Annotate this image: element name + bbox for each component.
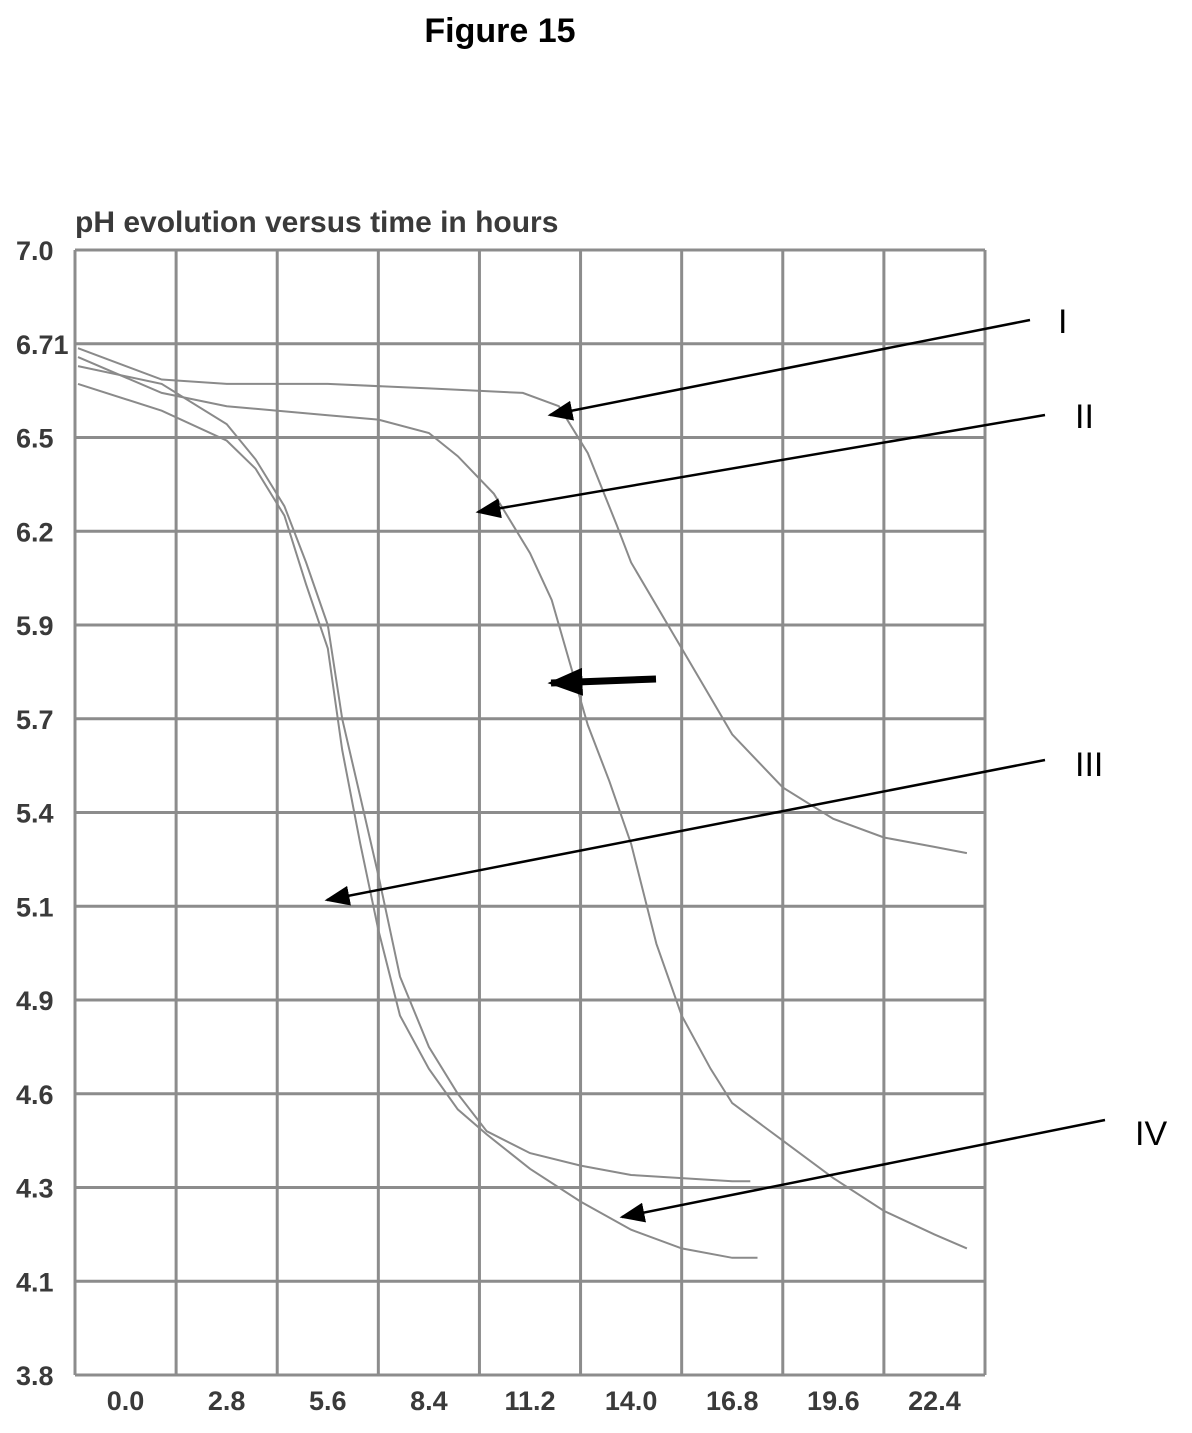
y-axis-ticks: 7.0 6.71 6.5 6.2 5.9 5.7 5.4 5.1 4.9 4.6 4.3 4.1 3.8 [16,236,69,1391]
x-tick-label: 5.6 [309,1386,347,1416]
bold-arrow [547,667,657,696]
x-axis-ticks: 0.0 2.8 5.6 8.4 11.2 14.0 16.8 19.6 22.4 [107,1386,961,1416]
y-tick-label: 6.5 [16,424,54,454]
series-line-3 [77,365,751,1183]
x-tick-label: 19.6 [807,1386,860,1416]
y-tick-label: 3.8 [16,1361,54,1391]
y-tick-label: 6.2 [16,517,54,547]
x-tick-label: 16.8 [706,1386,759,1416]
x-tick-label: 0.0 [107,1386,145,1416]
pointer-arrow-iii [324,758,1046,906]
y-tick-label: 4.3 [16,1174,54,1204]
x-tick-label: 14.0 [605,1386,658,1416]
y-tick-label: 4.9 [16,986,54,1016]
figure-title: Figure 15 [424,12,576,50]
label-i: I [1058,303,1067,341]
label-iv: IV [1135,1115,1167,1153]
series-lines [77,347,968,1259]
pointer-arrow-iv [619,1118,1106,1223]
pointer-arrow-ii [475,413,1046,519]
y-tick-label: 5.4 [16,799,54,829]
series-line-4 [77,382,758,1259]
y-tick-label: 4.6 [16,1080,54,1110]
y-tick-label: 4.1 [16,1267,54,1297]
y-tick-label: 5.9 [16,611,54,641]
chart-title: pH evolution versus time in hours [75,206,558,239]
x-tick-label: 8.4 [410,1386,448,1416]
annotations: I II III IV [324,303,1167,1223]
grid [73,248,987,1377]
x-tick-label: 2.8 [208,1386,246,1416]
y-tick-label: 7.0 [16,236,54,266]
series-line-2 [77,356,968,1250]
y-tick-label: 5.7 [16,705,54,735]
label-ii: II [1075,398,1094,436]
pointer-arrow-i [547,318,1031,421]
y-tick-label: 5.1 [16,892,54,922]
x-tick-label: 11.2 [504,1386,555,1416]
x-tick-label: 22.4 [908,1386,961,1416]
label-iii: III [1075,746,1103,784]
y-tick-label: 6.71 [16,330,69,360]
series-line-1 [77,347,968,855]
